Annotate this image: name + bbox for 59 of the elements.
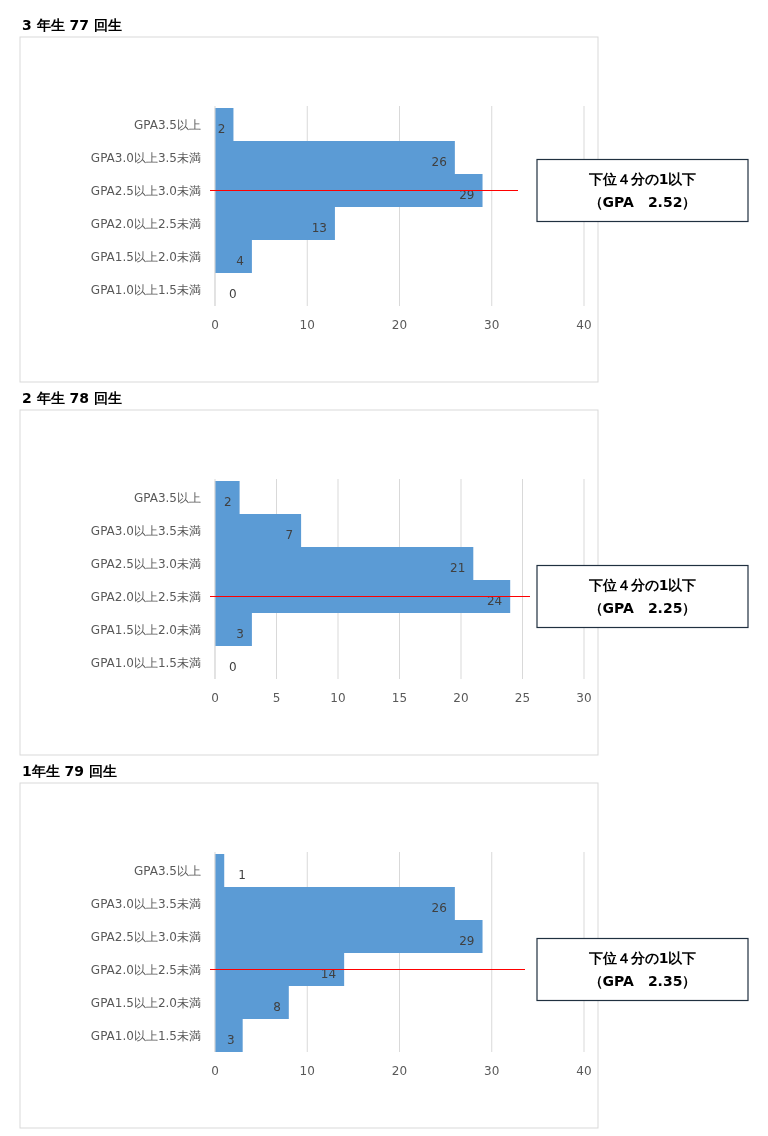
y-tick-label: GPA2.0以上2.5未満 <box>90 216 201 231</box>
text: 1年生 79 回生 <box>22 763 117 779</box>
data-label: 4 <box>236 253 244 268</box>
x-tick-label: 10 <box>299 1064 315 1078</box>
y-tick-label: GPA3.0以上3.5未満 <box>90 523 201 538</box>
text: 3 年生 77 回生 <box>22 17 122 33</box>
y-tick-label: GPA3.5以上 <box>133 490 201 505</box>
y-tick-label: GPA2.5以上3.0未満 <box>90 556 201 571</box>
data-label: 2 <box>217 121 226 136</box>
y-tick-label: GPA2.5以上3.0未満 <box>90 929 201 944</box>
data-label: 13 <box>311 220 327 235</box>
x-tick-label: 5 <box>272 691 281 705</box>
y-tick-label: GPA2.0以上2.5未満 <box>90 589 201 604</box>
data-label: 2 <box>223 494 232 509</box>
x-tick-label: 40 <box>576 1064 592 1078</box>
data-label: 1 <box>238 867 246 882</box>
text: （GPA 2.35） <box>588 972 697 989</box>
text: （GPA 2.52） <box>588 193 697 210</box>
y-tick-label: GPA1.5以上2.0未満 <box>90 995 201 1010</box>
x-tick-label: 10 <box>299 318 315 332</box>
y-tick-label: GPA1.0以上1.5未満 <box>90 655 201 670</box>
y-tick-label: GPA2.0以上2.5未満 <box>90 962 201 977</box>
x-tick-label: 20 <box>391 318 408 332</box>
data-label: 7 <box>285 527 294 542</box>
x-tick-label: 30 <box>484 1064 500 1078</box>
data-label: 0 <box>229 286 237 301</box>
y-tick-label: GPA3.0以上3.5未満 <box>90 896 201 911</box>
data-label: 8 <box>273 999 281 1014</box>
x-tick-label: 15 <box>391 691 408 705</box>
x-tick-label: 0 <box>211 1064 219 1078</box>
y-tick-label: GPA3.0以上3.5未満 <box>90 150 201 165</box>
y-tick-label: GPA1.0以上1.5未満 <box>90 282 201 297</box>
data-label: 26 <box>431 900 447 915</box>
y-tick-label: GPA1.5以上2.0未満 <box>90 622 201 637</box>
x-tick-label: 20 <box>453 691 469 705</box>
text: 下位４分の1以下 <box>587 949 697 966</box>
data-label: 0 <box>229 659 237 674</box>
x-tick-label: 25 <box>514 691 531 705</box>
text: 下位４分の1以下 <box>587 170 697 187</box>
y-tick-label: GPA3.5以上 <box>133 117 201 132</box>
text: 下位４分の1以下 <box>587 576 697 593</box>
text: 2 年生 78 回生 <box>22 390 122 406</box>
x-tick-label: 30 <box>576 691 592 705</box>
data-label: 21 <box>450 560 466 575</box>
y-tick-label: GPA1.0以上1.5未満 <box>90 1028 201 1043</box>
x-tick-label: 40 <box>576 318 592 332</box>
y-tick-label: GPA3.5以上 <box>133 863 201 878</box>
x-tick-label: 0 <box>211 318 219 332</box>
data-label: 29 <box>459 933 475 948</box>
data-label: 3 <box>227 1032 235 1047</box>
y-tick-label: GPA1.5以上2.0未満 <box>90 249 201 264</box>
x-tick-label: 0 <box>211 691 219 705</box>
x-tick-label: 20 <box>391 1064 408 1078</box>
data-label: 3 <box>236 626 244 641</box>
text: （GPA 2.25） <box>588 599 697 616</box>
data-label: 26 <box>431 154 447 169</box>
x-tick-label: 10 <box>330 691 346 705</box>
x-tick-label: 30 <box>484 318 500 332</box>
y-tick-label: GPA2.5以上3.0未満 <box>90 183 201 198</box>
